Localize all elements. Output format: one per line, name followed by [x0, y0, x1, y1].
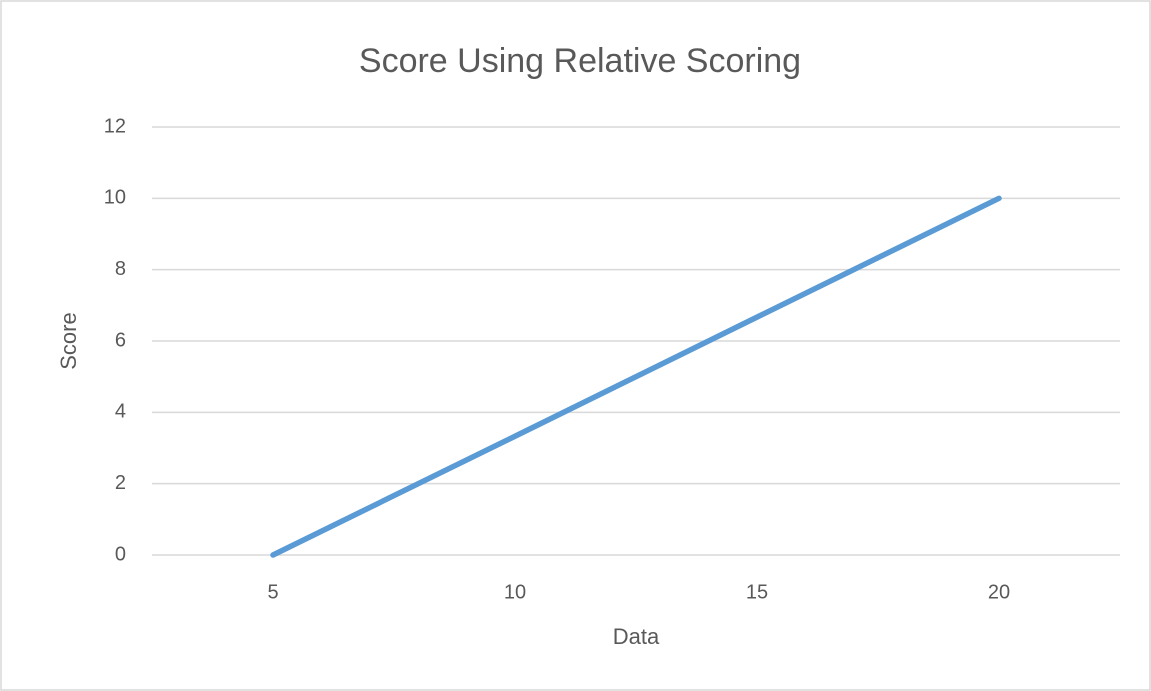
y-tick-label: 6 [115, 329, 126, 351]
x-tick-label: 10 [504, 581, 526, 603]
y-tick-label: 12 [104, 115, 126, 137]
y-tick-label: 4 [115, 401, 126, 423]
y-tick-label: 8 [115, 258, 126, 280]
y-tick-label: 10 [104, 187, 126, 209]
x-axis-title: Data [613, 624, 660, 649]
y-axis-title: Score [56, 312, 81, 369]
y-tick-label: 2 [115, 472, 126, 494]
y-tick-label: 0 [115, 543, 126, 565]
chart-title: Score Using Relative Scoring [359, 42, 801, 80]
x-tick-label: 20 [988, 581, 1010, 603]
x-tick-label: 5 [267, 581, 278, 603]
x-tick-label: 15 [746, 581, 768, 603]
line-series [270, 195, 1002, 558]
